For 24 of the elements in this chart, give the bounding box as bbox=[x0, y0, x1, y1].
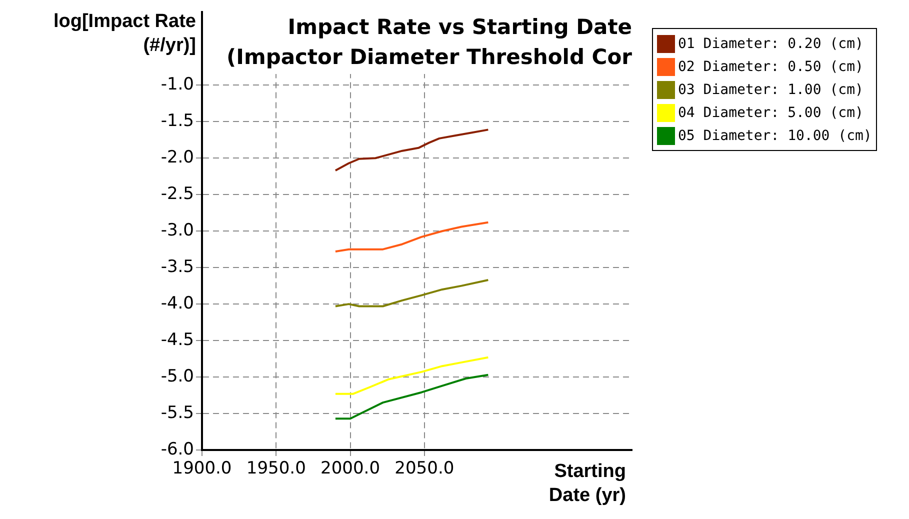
y-tick-label: -4.0 bbox=[160, 293, 194, 314]
x-tick-label: 1900.0 bbox=[172, 458, 232, 479]
y-tick-label: -5.5 bbox=[160, 402, 194, 423]
x-axis-title: Starting Date (yr) bbox=[548, 460, 626, 508]
chart-title: Impact Rate vs Starting Date bbox=[286, 14, 632, 41]
y-tick-label: -1.0 bbox=[160, 74, 194, 95]
legend-label: 02 Diameter: 0.50 (cm) bbox=[678, 58, 864, 74]
y-tick-label: -6.0 bbox=[160, 439, 194, 460]
x-tick-label: 2050.0 bbox=[394, 458, 454, 479]
y-tick-label: -3.0 bbox=[160, 220, 194, 241]
legend-label: 01 Diameter: 0.20 (cm) bbox=[678, 36, 864, 52]
y-tick-label: -4.5 bbox=[160, 330, 194, 350]
legend-label: 05 Diameter: 10.00 (cm) bbox=[678, 128, 872, 144]
legend-label: 03 Diameter: 1.00 (cm) bbox=[678, 82, 864, 98]
y-tick-label: -3.5 bbox=[160, 257, 194, 278]
y-tick-label: -1.5 bbox=[160, 111, 194, 132]
y-tick-label: -2.5 bbox=[160, 184, 194, 204]
x-tick-label: 1950.0 bbox=[246, 458, 306, 479]
y-tick-label: -2.0 bbox=[160, 148, 194, 168]
y-axis-title: log[Impact Rate (#/yr)] bbox=[52, 10, 196, 58]
text: (Impactor Diameter Threshold Cor bbox=[226, 44, 632, 71]
legend-label: 04 Diameter: 5.00 (cm) bbox=[678, 104, 864, 120]
y-tick-label: -5.0 bbox=[160, 366, 194, 386]
x-tick-label: 2000.0 bbox=[320, 458, 380, 479]
